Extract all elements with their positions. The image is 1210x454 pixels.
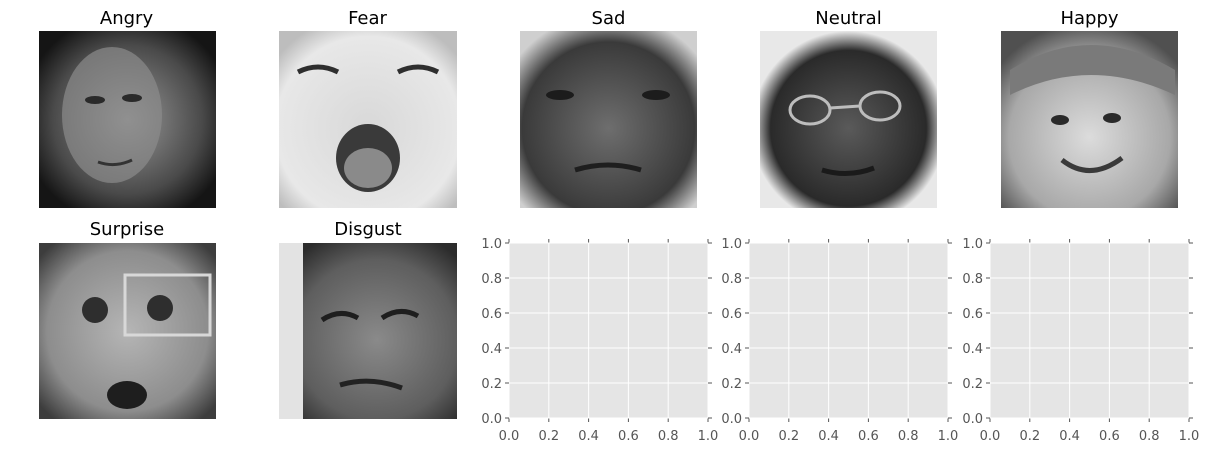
face-image-sad bbox=[520, 31, 697, 208]
x-tick-label: 0.8 bbox=[898, 429, 919, 444]
image-title: Happy bbox=[1060, 8, 1118, 29]
y-tick-label: 0.4 bbox=[721, 342, 742, 357]
empty-axes-1: 0.0 0.2 0.4 0.6 0.8 1.0 0.0 0.2 0.4 0.6 0.8 1.0 bbox=[481, 237, 718, 444]
face-image-surprise bbox=[39, 243, 216, 419]
face-image-disgust bbox=[279, 243, 457, 419]
x-tick-label: 0.8 bbox=[658, 429, 679, 444]
x-tick-label: 0.6 bbox=[1099, 429, 1120, 444]
image-title: Surprise bbox=[90, 219, 165, 240]
image-title: Sad bbox=[592, 8, 626, 29]
image-title: Angry bbox=[100, 8, 154, 29]
x-tick-label: 0.2 bbox=[778, 429, 799, 444]
y-tick-label: 0.4 bbox=[481, 342, 502, 357]
image-panel-fear: Fear bbox=[279, 8, 457, 208]
x-tick-label: 0.6 bbox=[858, 429, 879, 444]
image-panel-neutral: Neutral bbox=[760, 8, 937, 208]
y-tick-label: 0.8 bbox=[481, 272, 502, 287]
x-tick-label: 1.0 bbox=[698, 429, 719, 444]
face-image-neutral bbox=[760, 31, 937, 208]
image-title: Neutral bbox=[815, 8, 881, 29]
x-tick-label: 0.4 bbox=[1059, 429, 1080, 444]
axes-background bbox=[749, 243, 948, 418]
y-tick-label: 0.0 bbox=[481, 412, 502, 427]
x-tick-label: 0.8 bbox=[1139, 429, 1160, 444]
image-panel-surprise: Surprise bbox=[39, 219, 216, 419]
axes-background bbox=[990, 243, 1189, 418]
x-tick-label: 0.0 bbox=[980, 429, 1001, 444]
face-image-fear bbox=[279, 31, 457, 208]
empty-axes-3: 0.0 0.2 0.4 0.6 0.8 1.0 0.0 0.2 0.4 0.6 0.8 1.0 bbox=[962, 237, 1199, 444]
y-tick-label: 1.0 bbox=[721, 237, 742, 252]
x-tick-label: 0.2 bbox=[1019, 429, 1040, 444]
y-tick-label: 0.0 bbox=[962, 412, 983, 427]
y-tick-label: 0.6 bbox=[962, 307, 983, 322]
image-panel-angry: Angry bbox=[39, 8, 216, 208]
y-tick-label: 0.6 bbox=[721, 307, 742, 322]
y-tick-label: 0.8 bbox=[721, 272, 742, 287]
empty-axes-2: 0.0 0.2 0.4 0.6 0.8 1.0 0.0 0.2 0.4 0.6 0.8 1.0 bbox=[721, 237, 958, 444]
y-tick-label: 0.0 bbox=[721, 412, 742, 427]
x-tick-label: 1.0 bbox=[938, 429, 959, 444]
y-tick-label: 0.6 bbox=[481, 307, 502, 322]
face-image-happy bbox=[1001, 31, 1178, 208]
x-tick-label: 0.4 bbox=[578, 429, 599, 444]
image-panel-disgust: Disgust bbox=[279, 219, 457, 419]
y-tick-label: 0.2 bbox=[481, 377, 502, 392]
y-tick-label: 0.8 bbox=[962, 272, 983, 287]
y-tick-label: 1.0 bbox=[962, 237, 983, 252]
x-tick-label: 0.4 bbox=[818, 429, 839, 444]
image-panel-sad: Sad bbox=[520, 8, 697, 208]
x-tick-label: 0.2 bbox=[538, 429, 559, 444]
face-image-angry bbox=[39, 31, 216, 208]
x-tick-label: 0.0 bbox=[739, 429, 760, 444]
y-tick-label: 0.2 bbox=[721, 377, 742, 392]
image-panel-happy: Happy bbox=[1001, 8, 1178, 208]
image-title: Disgust bbox=[334, 219, 402, 240]
x-tick-label: 0.6 bbox=[618, 429, 639, 444]
axes-background bbox=[509, 243, 708, 418]
x-tick-label: 0.0 bbox=[499, 429, 520, 444]
y-tick-label: 1.0 bbox=[481, 237, 502, 252]
image-title: Fear bbox=[348, 8, 387, 29]
x-tick-label: 1.0 bbox=[1179, 429, 1200, 444]
y-tick-label: 0.4 bbox=[962, 342, 983, 357]
y-tick-label: 0.2 bbox=[962, 377, 983, 392]
